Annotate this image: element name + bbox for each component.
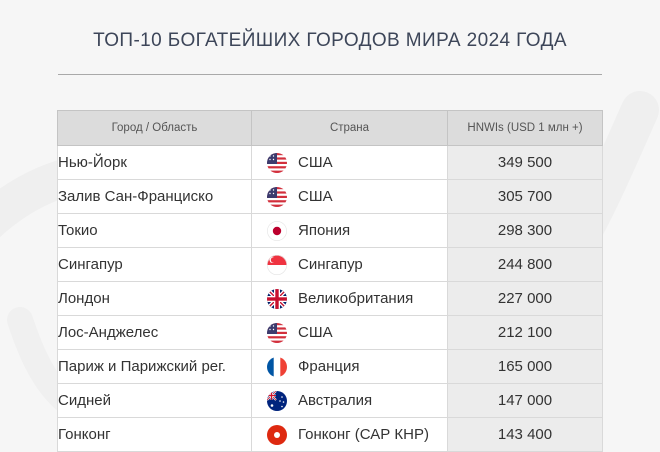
- hong-kong-flag-icon: [267, 424, 287, 445]
- hnwi-count-cell: 147 000: [447, 383, 603, 418]
- hnwi-count-cell: 227 000: [447, 281, 603, 316]
- us-flag-icon: [267, 152, 287, 173]
- hnwi-count-cell: 244 800: [447, 247, 603, 282]
- table-row: Лондон Великобритания 227 000: [57, 281, 603, 316]
- singapore-flag-icon: [267, 254, 287, 275]
- france-flag-icon: [267, 356, 287, 377]
- hnwi-count-cell: 298 300: [447, 213, 603, 248]
- column-header-hnwi: HNWIs (USD 1 млн +): [447, 110, 603, 146]
- hnwi-count-cell: 165 000: [447, 349, 603, 384]
- country-cell: Япония: [251, 213, 448, 248]
- country-cell: США: [251, 179, 448, 214]
- country-name: Австралия: [298, 392, 373, 409]
- city-cell: Сингапур: [57, 247, 252, 282]
- city-cell: Нью-Йорк: [57, 145, 252, 180]
- page-title: ТОП-10 БОГАТЕЙШИХ ГОРОДОВ МИРА 2024 ГОДА: [93, 30, 567, 51]
- japan-flag-icon: [267, 220, 287, 241]
- table-row: Нью-Йорк США 349 500: [57, 145, 603, 180]
- city-cell: Гонконг: [57, 417, 252, 452]
- table-row: Залив Сан-Франциско США 305 700: [57, 179, 603, 214]
- column-header-city: Город / Область: [57, 110, 252, 146]
- table-row: Лос-Анджелес США 212 100: [57, 315, 603, 350]
- city-cell: Сидней: [57, 383, 252, 418]
- us-flag-icon: [267, 186, 287, 207]
- country-name: Франция: [298, 358, 360, 375]
- country-cell: Гонконг (САР КНР): [251, 417, 448, 452]
- table-header-row: Город / Область Страна HNWIs (USD 1 млн …: [57, 110, 603, 146]
- column-header-country: Страна: [251, 110, 448, 146]
- country-name: Сингапур: [298, 256, 363, 273]
- city-cell: Залив Сан-Франциско: [57, 179, 252, 214]
- city-cell: Париж и Парижский рег.: [57, 349, 252, 384]
- hnwi-count-cell: 143 400: [447, 417, 603, 452]
- cities-table: Город / Область Страна HNWIs (USD 1 млн …: [57, 110, 603, 452]
- hnwi-count-cell: 212 100: [447, 315, 603, 350]
- table-row: Токио Япония 298 300: [57, 213, 603, 248]
- country-cell: США: [251, 315, 448, 350]
- table-row: Сингапур Сингапур 244 800: [57, 247, 603, 282]
- australia-flag-icon: [267, 390, 287, 411]
- city-cell: Лондон: [57, 281, 252, 316]
- country-cell: Австралия: [251, 383, 448, 418]
- city-cell: Лос-Анджелес: [57, 315, 252, 350]
- hnwi-count-cell: 349 500: [447, 145, 603, 180]
- us-flag-icon: [267, 322, 287, 343]
- country-name: США: [298, 188, 333, 205]
- table-row: Сидней Австралия 147 000: [57, 383, 603, 418]
- country-name: Япония: [298, 222, 351, 239]
- table-row: Париж и Парижский рег. Франция 165 000: [57, 349, 603, 384]
- country-name: Гонконг (САР КНР): [298, 426, 429, 443]
- country-name: США: [298, 154, 333, 171]
- country-cell: Франция: [251, 349, 448, 384]
- title-divider: [58, 74, 602, 75]
- country-cell: Сингапур: [251, 247, 448, 282]
- hnwi-count-cell: 305 700: [447, 179, 603, 214]
- country-cell: США: [251, 145, 448, 180]
- city-cell: Токио: [57, 213, 252, 248]
- table-row: Гонконг Гонконг (САР КНР) 143 400: [57, 417, 603, 452]
- country-cell: Великобритания: [251, 281, 448, 316]
- uk-flag-icon: [267, 288, 287, 309]
- country-name: Великобритания: [298, 290, 414, 307]
- country-name: США: [298, 324, 333, 341]
